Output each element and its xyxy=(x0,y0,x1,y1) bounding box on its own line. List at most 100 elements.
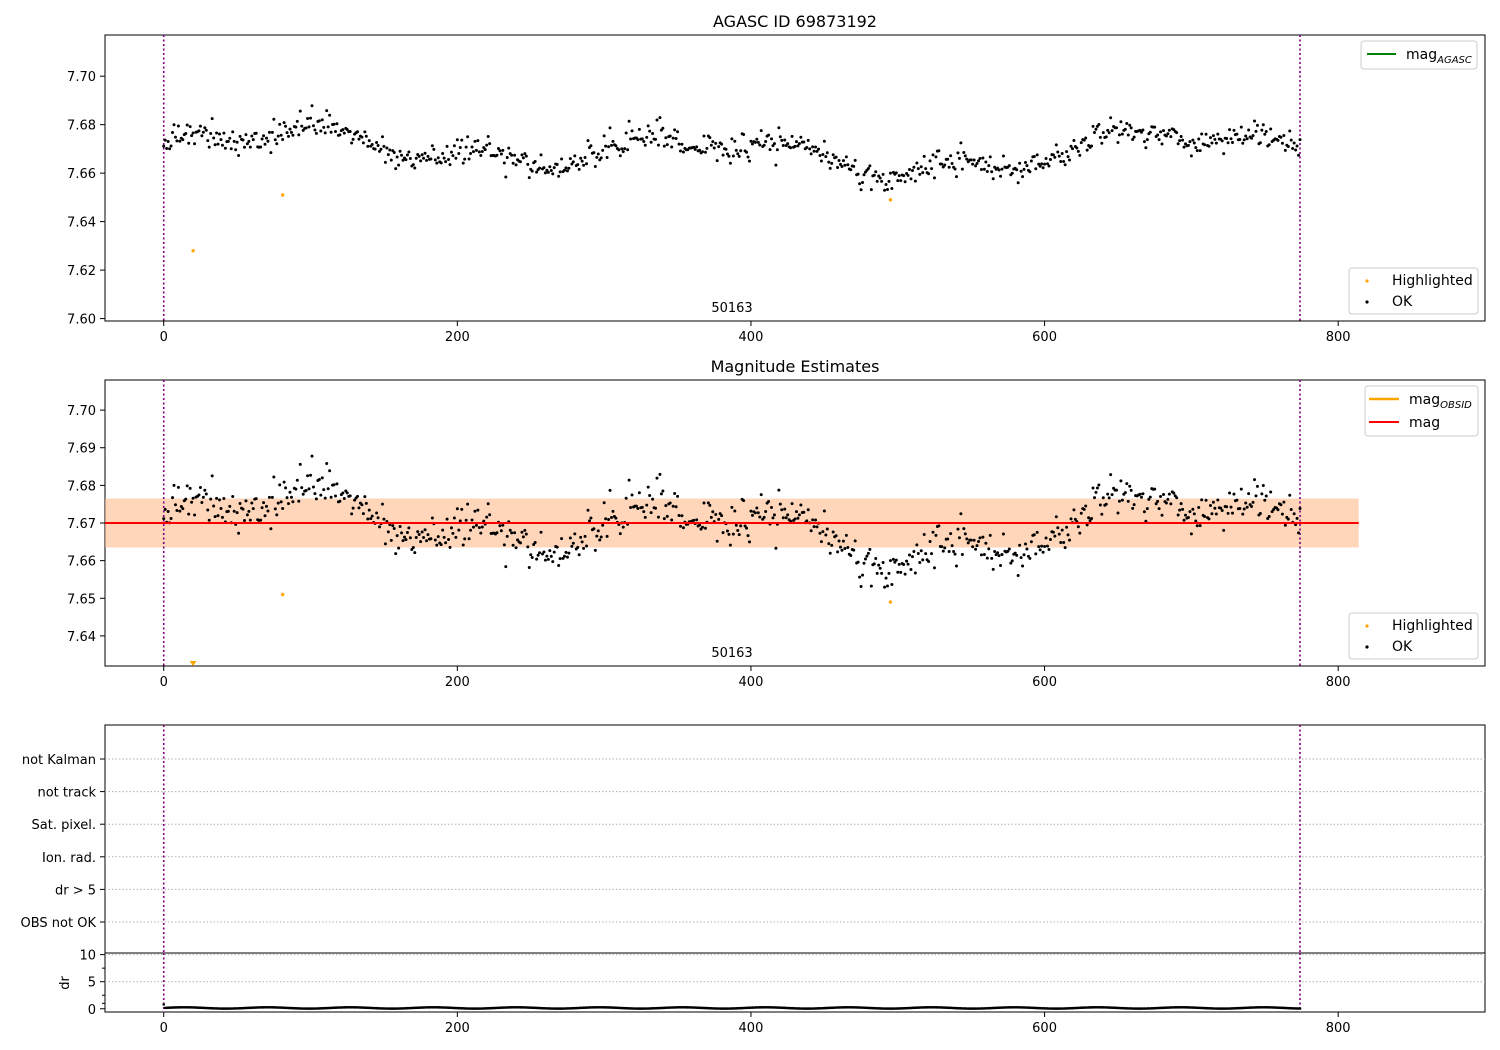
ok-point xyxy=(495,153,499,157)
ok-point xyxy=(1063,546,1067,550)
ok-point xyxy=(301,492,305,496)
ok-point xyxy=(395,155,399,159)
ok-point xyxy=(943,163,947,167)
ok-point xyxy=(1226,511,1230,515)
ok-point xyxy=(245,513,249,517)
ok-point xyxy=(828,551,832,555)
ok-point xyxy=(207,145,211,149)
ok-point xyxy=(637,127,641,131)
ok-point xyxy=(1251,500,1255,504)
ok-point xyxy=(909,177,913,181)
ok-point xyxy=(228,504,232,508)
ok-point xyxy=(300,124,304,128)
ok-point xyxy=(1048,537,1052,541)
ok-point xyxy=(523,152,527,156)
ok-point xyxy=(435,161,439,165)
ok-point xyxy=(1213,506,1217,510)
ok-point xyxy=(1059,159,1063,163)
ok-point xyxy=(774,546,778,550)
ok-point xyxy=(479,153,483,157)
ok-point xyxy=(756,140,760,144)
ok-point xyxy=(1092,496,1096,500)
ok-point xyxy=(988,155,992,159)
ok-point xyxy=(602,501,606,505)
ok-point xyxy=(320,476,324,480)
x-tick-label: 800 xyxy=(1326,1021,1351,1036)
ok-point xyxy=(542,166,546,170)
ok-point xyxy=(1000,552,1004,556)
ok-point xyxy=(579,535,583,539)
ok-point xyxy=(649,511,653,515)
ok-point xyxy=(1280,141,1284,145)
ok-point xyxy=(749,509,753,513)
ok-point xyxy=(533,540,537,544)
ok-point xyxy=(1016,181,1020,185)
ok-point xyxy=(248,145,252,149)
ok-point xyxy=(518,541,522,545)
ok-point xyxy=(420,153,424,157)
ok-point xyxy=(504,175,508,179)
ok-point xyxy=(711,140,715,144)
ok-point xyxy=(671,136,675,140)
ok-point xyxy=(821,152,825,156)
ok-point xyxy=(1179,134,1183,138)
ok-point xyxy=(648,493,652,497)
ok-point xyxy=(1051,530,1055,534)
ok-point xyxy=(191,496,195,500)
ok-point xyxy=(750,513,754,517)
ok-point xyxy=(404,158,408,162)
ok-point xyxy=(673,128,677,132)
ok-point xyxy=(414,156,418,160)
agasc-obsid-label: 50163 xyxy=(711,301,752,316)
ok-point xyxy=(1142,510,1146,514)
ok-point xyxy=(918,560,922,564)
ok-point xyxy=(1120,498,1124,502)
ok-point xyxy=(739,524,743,528)
ok-point xyxy=(1126,499,1130,503)
ok-point xyxy=(658,472,662,476)
ok-point xyxy=(883,585,887,589)
flag-label: dr > 5 xyxy=(55,883,96,898)
ok-point xyxy=(953,167,957,171)
legend-mag-obsid-label: magOBSID xyxy=(1409,392,1472,411)
ok-point xyxy=(999,564,1003,568)
ok-point xyxy=(780,508,784,512)
ok-point xyxy=(943,546,947,550)
ok-point xyxy=(608,488,612,492)
ok-point xyxy=(728,161,732,165)
ok-point xyxy=(830,161,834,165)
ok-point xyxy=(329,130,333,134)
ok-point xyxy=(1239,125,1243,129)
ok-point xyxy=(1276,138,1280,142)
ok-point xyxy=(1208,136,1212,140)
ok-point xyxy=(1156,133,1160,137)
magnitude-title: Magnitude Estimates xyxy=(711,357,880,376)
ok-point xyxy=(897,562,901,566)
ok-point xyxy=(219,138,223,142)
highlighted-point xyxy=(280,592,285,597)
ok-point xyxy=(439,543,443,547)
ok-point xyxy=(670,518,674,522)
ok-point xyxy=(551,172,555,176)
agasc-highlighted-points xyxy=(191,193,893,253)
ok-point xyxy=(750,142,754,146)
y-tick-label: 7.70 xyxy=(67,70,96,85)
ok-point xyxy=(322,488,326,492)
ok-point xyxy=(555,162,559,166)
ok-point xyxy=(163,507,167,511)
ok-point xyxy=(1220,509,1224,513)
dr-point xyxy=(162,1003,166,1006)
legend-mag-agasc-name: mag xyxy=(1406,47,1437,63)
ok-point xyxy=(345,127,349,131)
ok-point xyxy=(678,524,682,528)
ok-point xyxy=(1188,510,1192,514)
ok-point xyxy=(853,158,857,162)
ok-point xyxy=(808,147,812,151)
ok-point xyxy=(1123,491,1127,495)
ok-point xyxy=(563,554,567,558)
ok-point xyxy=(1126,133,1130,137)
ok-point xyxy=(702,134,706,138)
ok-point xyxy=(715,159,719,163)
ok-point xyxy=(1076,525,1080,529)
ok-point xyxy=(307,125,311,129)
